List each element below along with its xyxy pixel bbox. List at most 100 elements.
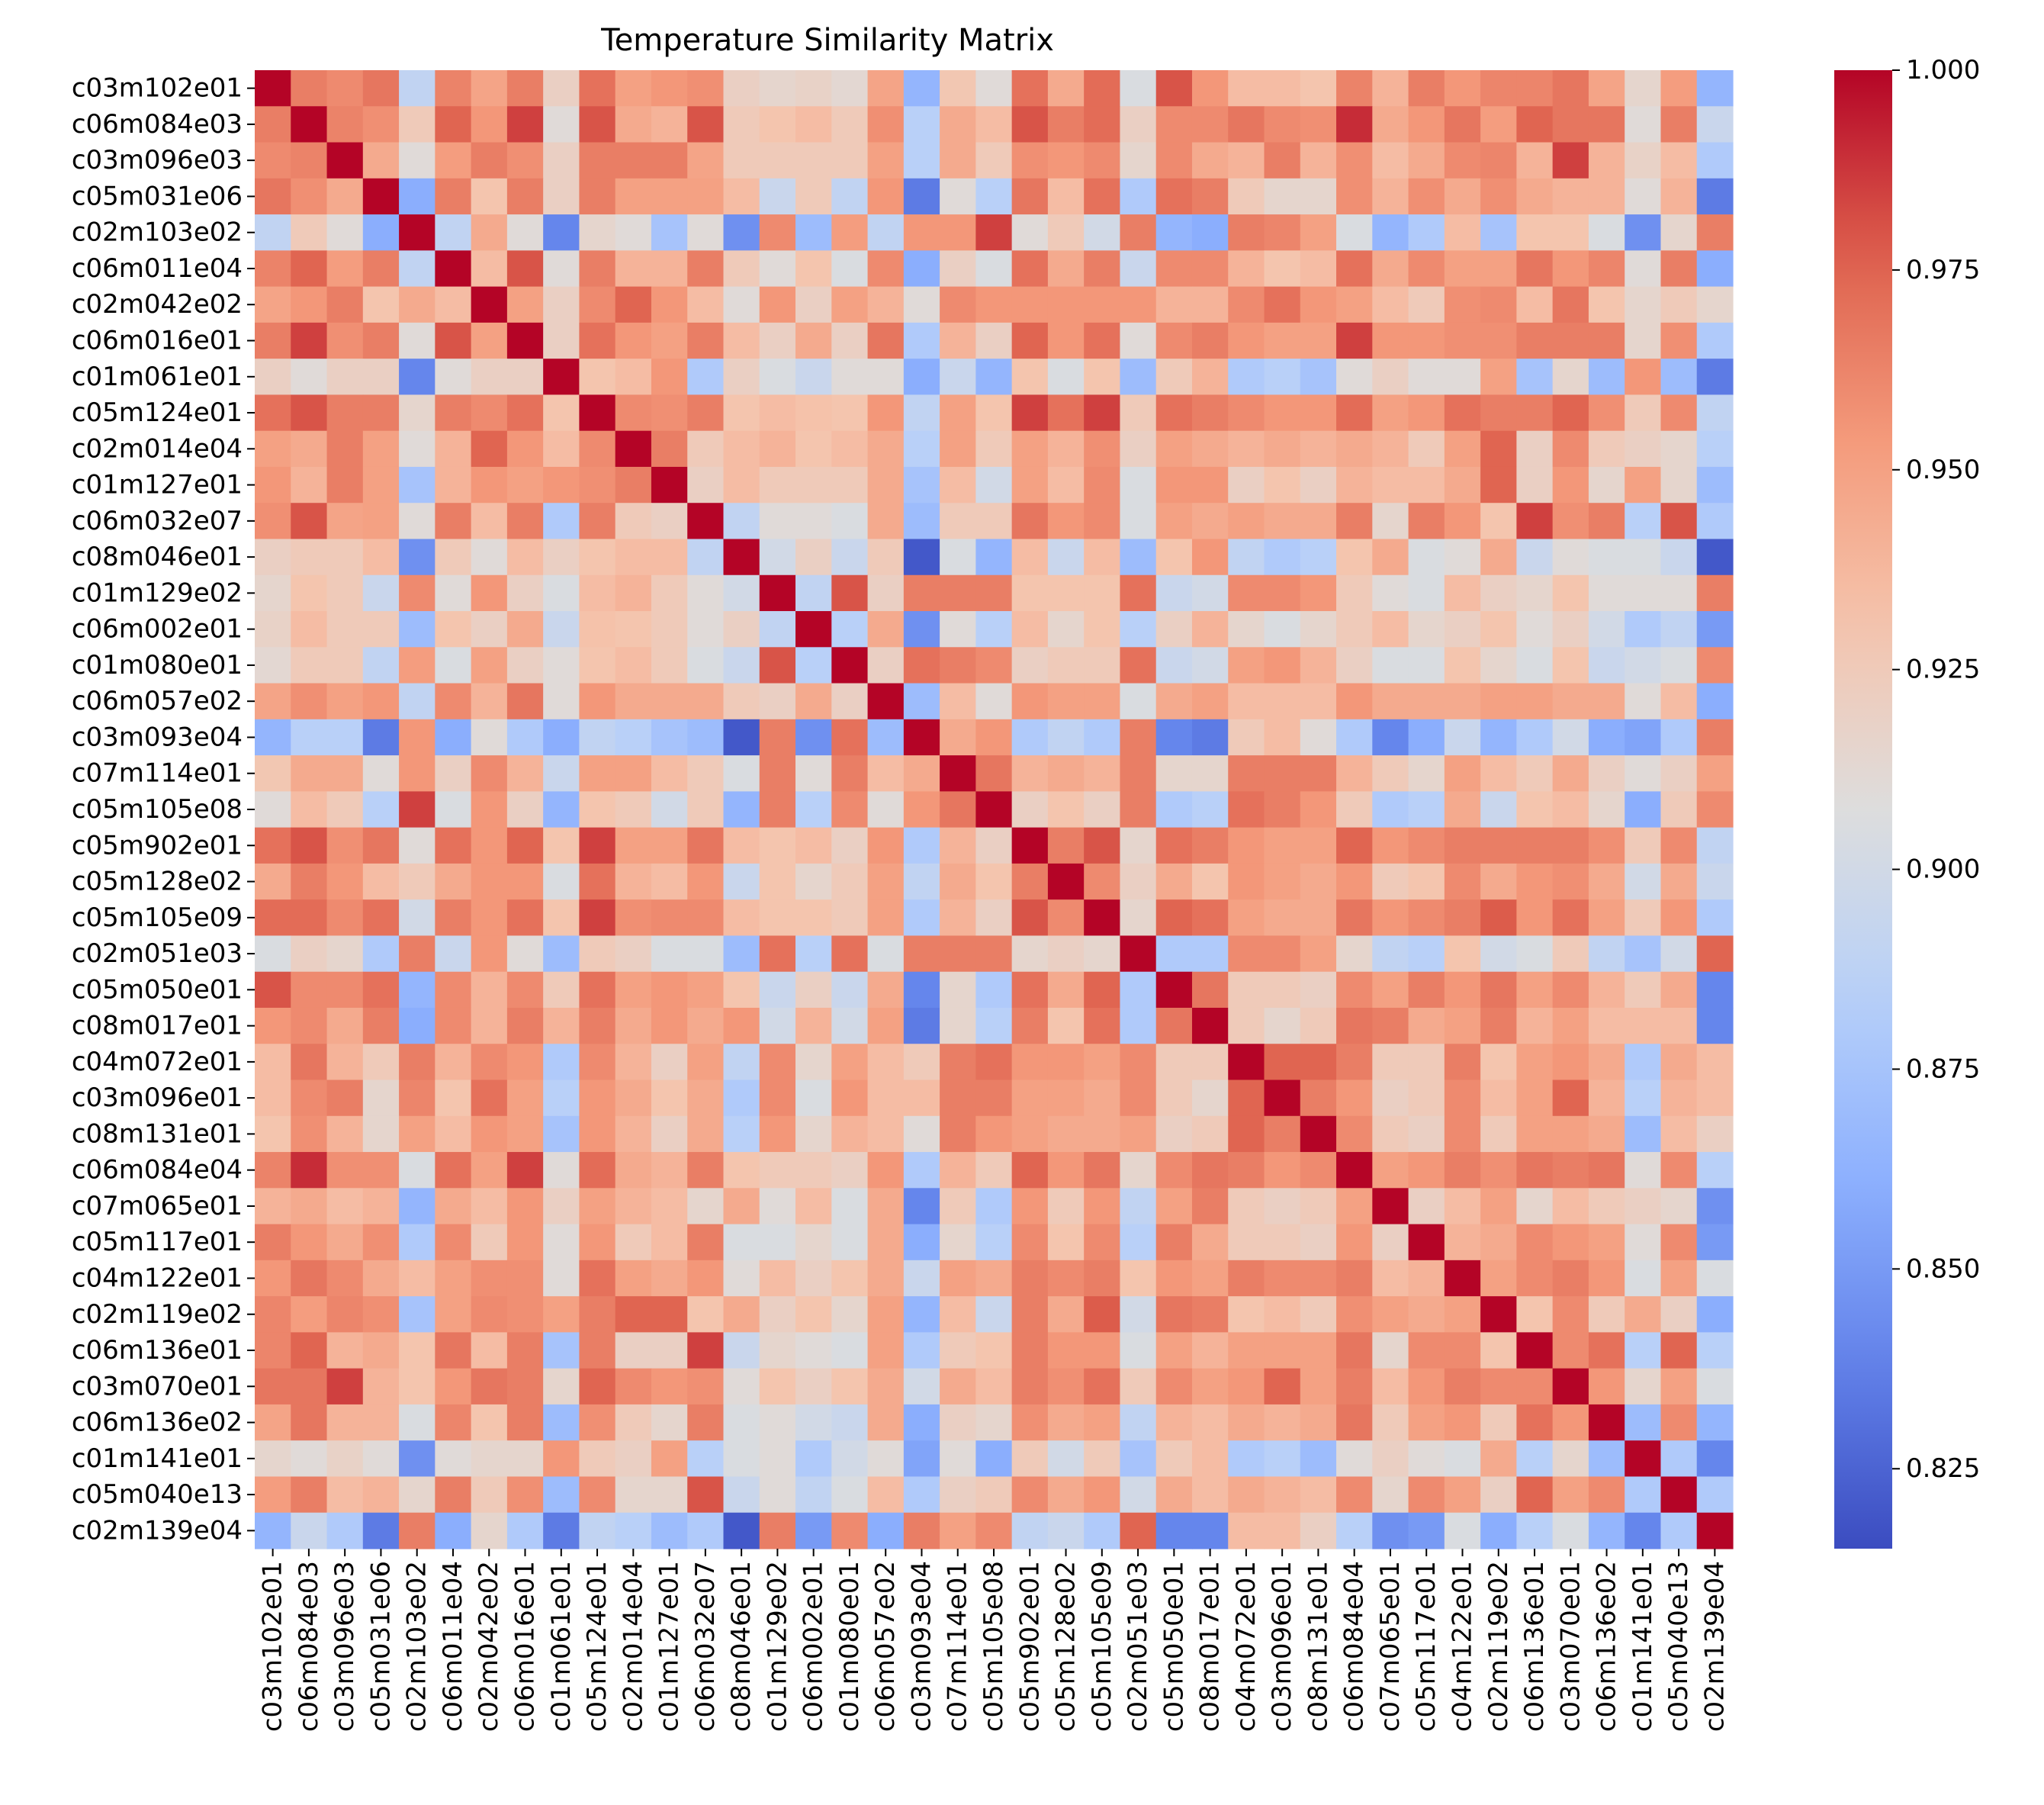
heatmap-cell: [1336, 935, 1373, 973]
heatmap-cell: [291, 466, 328, 504]
heatmap-cell: [1408, 1404, 1445, 1441]
heatmap-cell: [1011, 1440, 1049, 1478]
heatmap-cell: [1011, 1188, 1049, 1225]
heatmap-cell: [1444, 359, 1481, 396]
heatmap-cell: [651, 755, 688, 792]
heatmap-cell: [759, 178, 796, 215]
heatmap-cell: [1264, 1296, 1301, 1333]
heatmap-cell: [1336, 827, 1373, 864]
heatmap-cell: [1047, 683, 1085, 720]
heatmap-cell: [1552, 250, 1589, 288]
heatmap-cell: [435, 719, 472, 756]
x-tick-label: c06m032e07: [690, 1561, 721, 1732]
heatmap-cell: [1120, 647, 1157, 684]
heatmap-cell: [1336, 1152, 1373, 1189]
heatmap-cell: [1047, 647, 1085, 684]
heatmap-cell: [1625, 1404, 1662, 1441]
heatmap-cell: [579, 214, 616, 251]
heatmap-cell: [1408, 106, 1445, 143]
heatmap-cell: [903, 466, 940, 504]
heatmap-cell: [1516, 466, 1554, 504]
heatmap-cell: [1300, 791, 1337, 828]
heatmap-cell: [471, 142, 508, 179]
heatmap-cell: [940, 359, 976, 396]
heatmap-cell: [1588, 1044, 1625, 1081]
heatmap-cell: [1588, 106, 1625, 143]
heatmap-cell: [651, 1512, 688, 1549]
heatmap-cell: [255, 503, 291, 540]
heatmap-cell: [615, 1007, 652, 1044]
heatmap-cell: [506, 1404, 544, 1441]
heatmap-cell: [1300, 394, 1337, 432]
heatmap-cell: [940, 611, 976, 648]
heatmap-cell: [255, 1188, 291, 1225]
heatmap-cell: [1228, 250, 1265, 288]
heatmap-cell: [291, 250, 328, 288]
heatmap-cell: [1011, 106, 1049, 143]
heatmap-cell: [435, 1079, 472, 1117]
heatmap-cell: [1191, 791, 1229, 828]
heatmap-cell: [291, 1188, 328, 1225]
heatmap-cell: [795, 1007, 832, 1044]
heatmap-cell: [1011, 1007, 1049, 1044]
heatmap-cell: [687, 430, 725, 468]
heatmap-cell: [1444, 1044, 1481, 1081]
heatmap-cell: [867, 1188, 905, 1225]
heatmap-cell: [1696, 1440, 1734, 1478]
heatmap-cell: [1588, 70, 1625, 107]
heatmap-cell: [759, 1044, 796, 1081]
heatmap-cell: [1696, 466, 1734, 504]
heatmap-cell: [471, 178, 508, 215]
x-tick-label: c01m141e01: [1628, 1561, 1658, 1732]
heatmap-cell: [1696, 394, 1734, 432]
heatmap-cell: [1660, 214, 1698, 251]
heatmap-cell: [1696, 683, 1734, 720]
heatmap-cell: [1336, 647, 1373, 684]
heatmap-cell: [723, 1115, 760, 1153]
heatmap-cell: [1625, 1332, 1662, 1369]
heatmap-cell: [615, 574, 652, 612]
heatmap-cell: [723, 1079, 760, 1117]
heatmap-cell: [831, 791, 869, 828]
heatmap-cell: [255, 1260, 291, 1297]
heatmap-cell: [1480, 178, 1517, 215]
heatmap-cell: [1264, 1512, 1301, 1549]
heatmap-cell: [1444, 755, 1481, 792]
heatmap-cell: [1588, 1404, 1625, 1441]
heatmap-cell: [1228, 863, 1265, 900]
heatmap-cell: [435, 863, 472, 900]
heatmap-cell: [1444, 430, 1481, 468]
heatmap-cell: [615, 430, 652, 468]
heatmap-cell: [651, 503, 688, 540]
heatmap-cell: [1047, 1368, 1085, 1405]
heatmap-cell: [471, 322, 508, 359]
heatmap-cell: [506, 1044, 544, 1081]
heatmap-cell: [1120, 755, 1157, 792]
heatmap-cell: [1444, 827, 1481, 864]
heatmap-cell: [471, 394, 508, 432]
heatmap-cell: [1336, 1296, 1373, 1333]
heatmap-cell: [1372, 611, 1409, 648]
heatmap-cell: [795, 214, 832, 251]
heatmap-cell: [399, 1476, 435, 1514]
heatmap-cell: [615, 1152, 652, 1189]
heatmap-cell: [1084, 466, 1121, 504]
heatmap-cell: [435, 214, 472, 251]
heatmap-cell: [435, 1404, 472, 1441]
heatmap-cell: [506, 899, 544, 937]
heatmap-cell: [615, 647, 652, 684]
heatmap-cell: [1588, 683, 1625, 720]
heatmap-cell: [615, 683, 652, 720]
heatmap-cell: [543, 935, 580, 973]
heatmap-cell: [723, 214, 760, 251]
heatmap-cell: [1660, 1296, 1698, 1333]
heatmap-cell: [1155, 574, 1193, 612]
heatmap-cell: [1155, 611, 1193, 648]
heatmap-cell: [759, 466, 796, 504]
heatmap-cell: [1047, 971, 1085, 1009]
heatmap-cell: [1372, 1296, 1409, 1333]
heatmap-cell: [399, 106, 435, 143]
heatmap-cell: [1444, 1152, 1481, 1189]
heatmap-cell: [1696, 1224, 1734, 1261]
heatmap-cell: [903, 863, 940, 900]
